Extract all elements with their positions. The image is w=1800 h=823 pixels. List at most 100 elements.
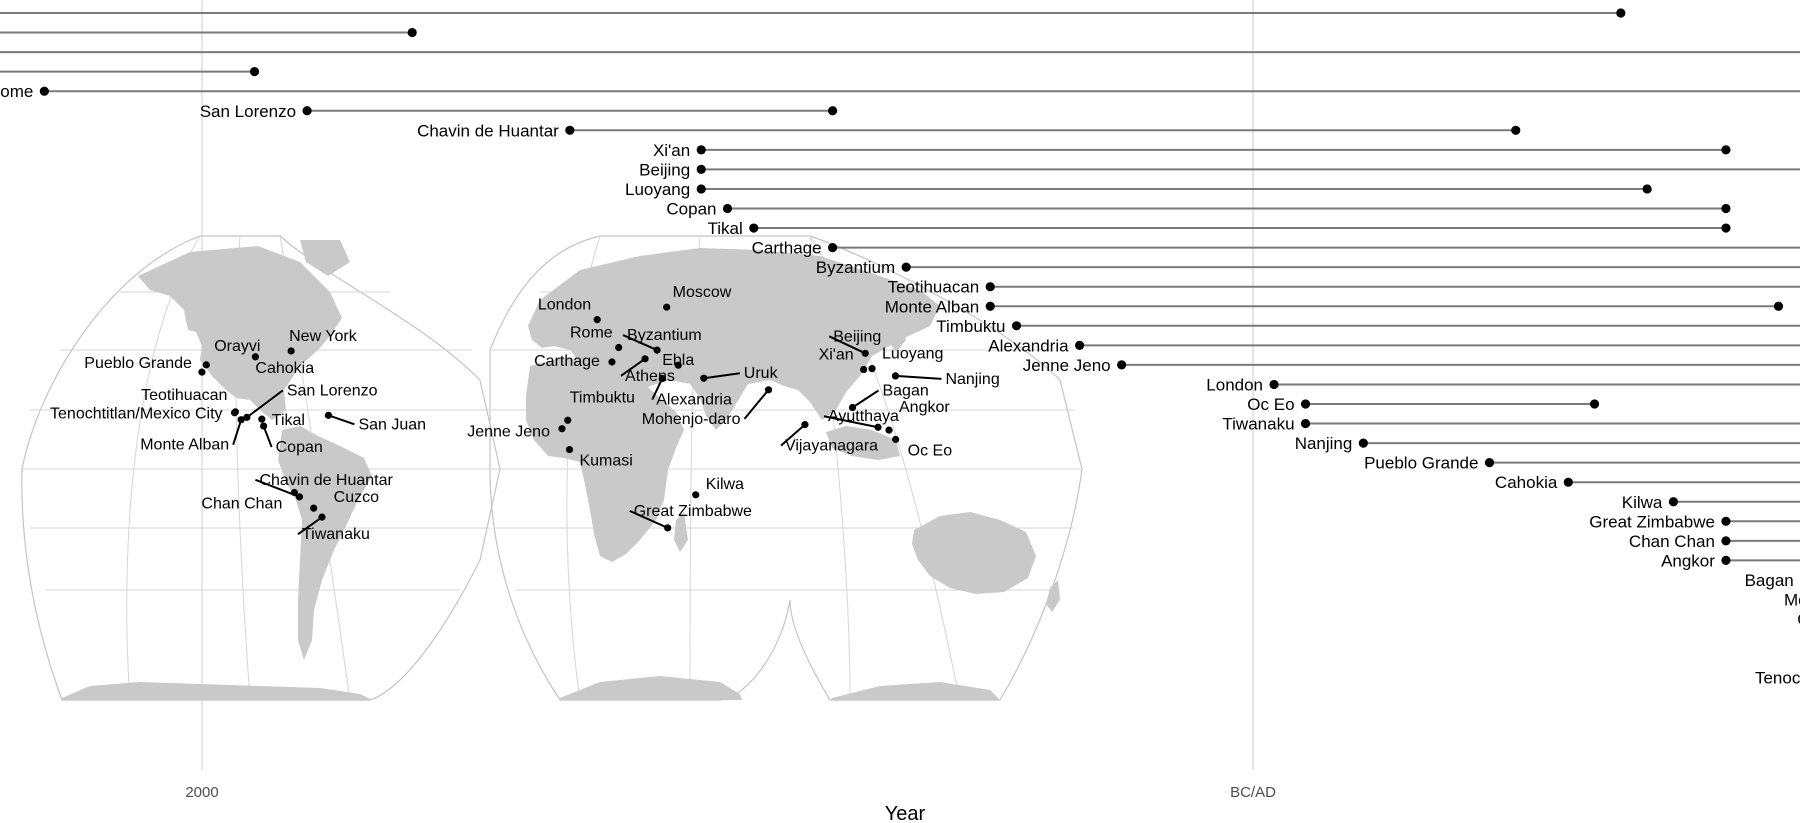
city-label-rome: Rome — [0, 82, 33, 101]
end-point-ebla — [407, 27, 417, 38]
map-point-rome — [615, 343, 623, 352]
start-point-xi-an — [696, 145, 706, 155]
map-leader-copan — [262, 425, 273, 448]
map-leader-byzantium — [622, 334, 658, 352]
end-point-san-lorenzo — [828, 106, 838, 116]
map-label-alexandria: Alexandria — [656, 392, 732, 409]
land-antarctica-east — [560, 676, 742, 700]
city-label-tenochtitlan-mexico-city: Tenochtitlan/Mexico City — [1755, 669, 1800, 688]
map-label-vijayanagara: Vijayanagara — [785, 438, 878, 455]
map-point-timbuktu — [564, 416, 572, 424]
city-label-moscow: Moscow — [1784, 591, 1800, 610]
map-label-tiwanaku: Tiwanaku — [302, 526, 370, 543]
map-point-moscow — [663, 303, 671, 311]
land-british-isles — [568, 290, 586, 316]
map-point-kilwa — [692, 491, 700, 499]
map-point-cuzco — [310, 504, 318, 512]
city-label-great-zimbabwe: Great Zimbabwe — [1589, 512, 1715, 531]
map-point-carthage — [608, 358, 616, 366]
land-antarctica-west — [62, 682, 372, 700]
map-lobe-americas — [21, 235, 501, 701]
start-point-rome — [39, 86, 49, 96]
city-label-tikal: Tikal — [708, 219, 743, 238]
start-point-kilwa — [1668, 497, 1678, 507]
start-point-great-zimbabwe — [1721, 516, 1731, 526]
start-point-san-lorenzo — [302, 106, 312, 116]
city-label-angkor: Angkor — [1661, 551, 1715, 570]
map-label-chan-chan: Chan Chan — [201, 495, 282, 512]
end-point-monte-alban — [1773, 301, 1784, 311]
start-point-timbuktu — [1011, 321, 1022, 331]
x-tick-label: BC/AD — [1230, 784, 1276, 801]
city-label-kilwa: Kilwa — [1622, 493, 1663, 512]
map-label-orayvi: Orayvi — [214, 338, 260, 355]
city-label-oc-eo: Oc Eo — [1247, 395, 1294, 414]
land-antarctica-far-east — [832, 682, 1000, 700]
end-point-copan — [1721, 203, 1731, 214]
city-label-tiwanaku: Tiwanaku — [1222, 415, 1294, 434]
map-label-copan: Copan — [276, 439, 323, 456]
map-label-mohenjo-daro: Mohenjo-daro — [642, 411, 741, 428]
map-label-kumasi: Kumasi — [579, 453, 632, 470]
end-point-mohenjo-daro — [249, 67, 260, 77]
map-label-ebla: Ebla — [662, 352, 694, 369]
map-leader-san-lorenzo — [246, 389, 284, 419]
start-point-angkor — [1721, 555, 1731, 566]
map-label-carthage: Carthage — [534, 353, 600, 370]
start-point-carthage — [828, 243, 838, 253]
start-point-chan-chan — [1721, 536, 1731, 546]
city-label-pueblo-grande: Pueblo Grande — [1364, 454, 1478, 473]
map-label-rome: Rome — [570, 324, 613, 341]
start-point-chavin-de-huantar — [565, 125, 575, 135]
start-point-alexandria — [1074, 340, 1085, 350]
land-north-america — [138, 246, 342, 420]
start-point-oc-eo — [1300, 399, 1311, 409]
map-label-tenochtitlan-mexico-city: Tenochtitlan/Mexico City — [50, 406, 223, 423]
x-axis: 40002000BC/AD2000 — [185, 784, 1276, 801]
city-label-bagan: Bagan — [1745, 571, 1794, 590]
map-label-new-york: New York — [289, 328, 358, 345]
city-label-luoyang: Luoyang — [625, 180, 690, 199]
map-label-bagan: Bagan — [882, 383, 928, 400]
map-point-angkor — [885, 426, 893, 434]
land-japan — [890, 320, 906, 352]
start-point-monte-alban — [985, 301, 995, 311]
map-point-luoyang — [868, 365, 876, 373]
city-label-carthage: Carthage — [752, 239, 822, 258]
vertical-gridlines — [201, 0, 1254, 770]
map-point-jenne-jeno — [558, 425, 566, 433]
land-new-zealand — [1046, 580, 1060, 612]
map-point-xi-an — [860, 365, 868, 374]
map-point-pueblo-grande — [198, 368, 206, 376]
map-label-monte-alban: Monte Alban — [140, 437, 229, 454]
map-label-san-lorenzo: San Lorenzo — [287, 382, 378, 399]
start-point-beijing — [696, 164, 706, 174]
city-label-teotihuacan: Teotihuacan — [888, 278, 980, 297]
start-point-cahokia — [1563, 477, 1573, 487]
start-point-tikal — [749, 223, 759, 233]
city-label-timbuktu: Timbuktu — [936, 317, 1005, 336]
start-point-jenne-jeno — [1117, 360, 1127, 370]
city-label-copan: Copan — [666, 200, 716, 219]
map-label-kilwa: Kilwa — [706, 476, 744, 493]
city-label-monte-alban: Monte Alban — [885, 297, 980, 316]
map-label-oc-eo: Oc Eo — [908, 442, 953, 459]
start-point-tiwanaku — [1300, 418, 1311, 429]
city-label-london: London — [1206, 375, 1263, 394]
end-point-uruk — [1616, 8, 1626, 18]
map-leader-bagan — [851, 389, 880, 409]
city-label-xi-an: Xi'an — [653, 141, 690, 160]
map-label-pueblo-grande: Pueblo Grande — [84, 355, 192, 372]
map-label-angkor: Angkor — [899, 399, 950, 416]
map-point-oc-eo — [892, 435, 900, 444]
city-label-chan-chan: Chan Chan — [1629, 532, 1715, 551]
end-point-luoyang — [1642, 184, 1652, 194]
map-label-jenne-jeno: Jenne Jeno — [467, 424, 550, 441]
city-label-orayvi: Orayvi — [1797, 610, 1800, 629]
map-point-orayvi — [202, 361, 210, 369]
land-madagascar — [674, 512, 688, 552]
map-label-luoyang: Luoyang — [882, 346, 943, 363]
map-leader-san-juan — [328, 414, 355, 426]
map-label-san-juan: San Juan — [358, 416, 426, 433]
map-label-great-zimbabwe: Great Zimbabwe — [634, 503, 752, 520]
